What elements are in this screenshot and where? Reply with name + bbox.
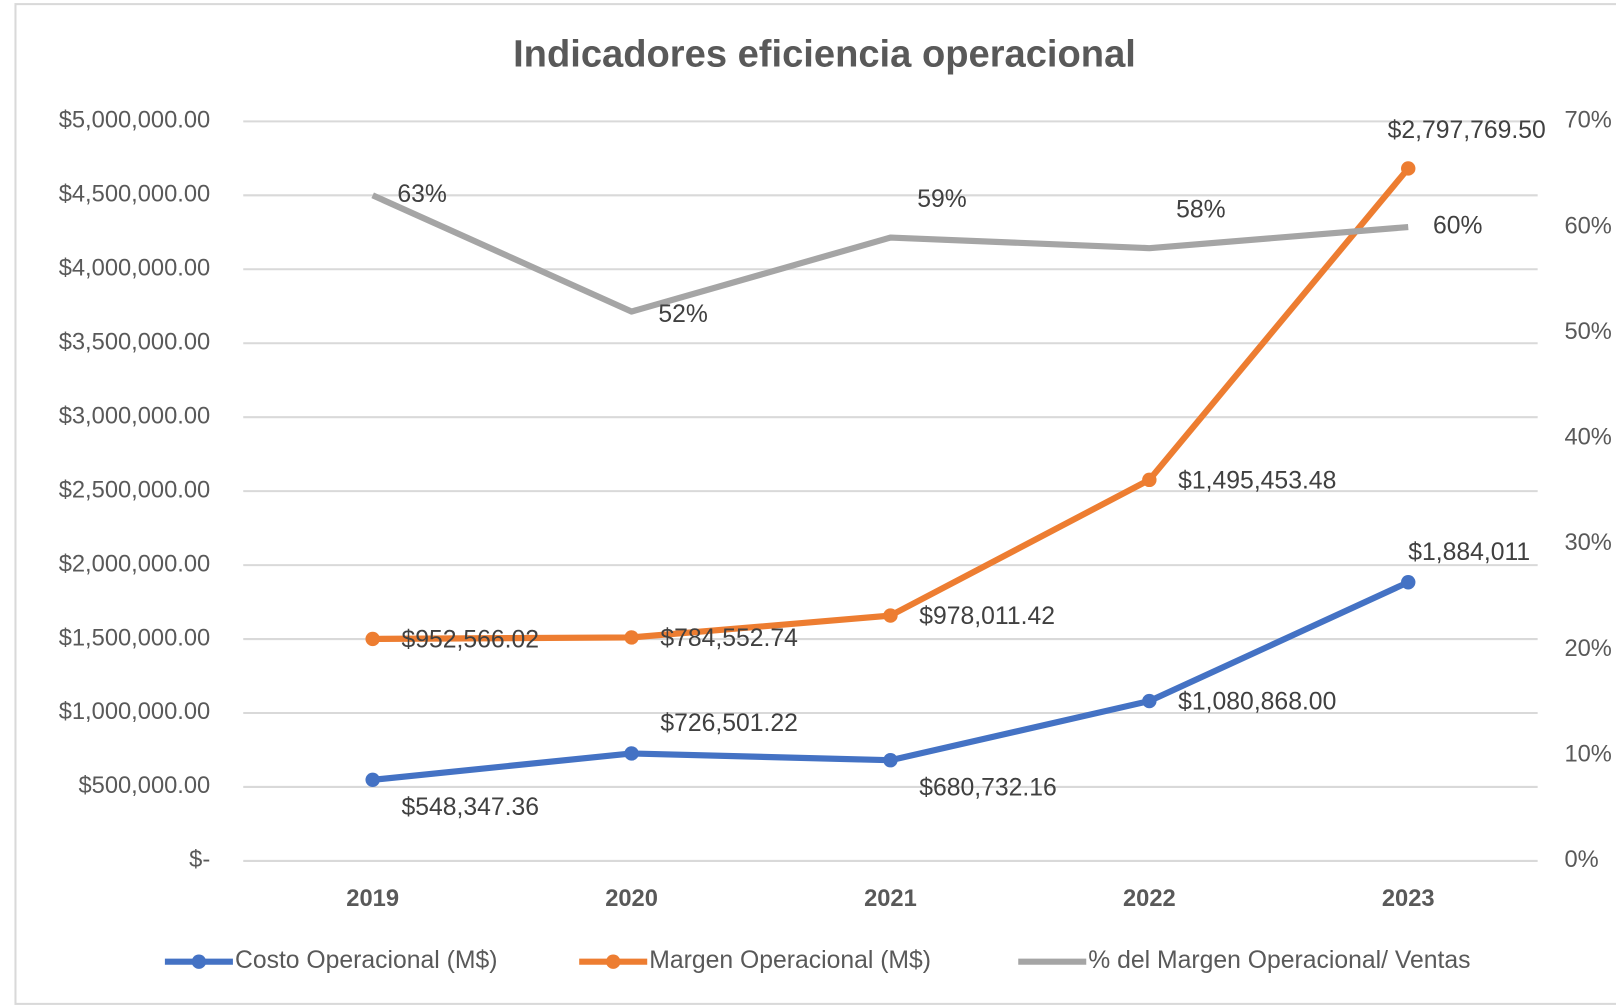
y-tick-label: $3,500,000.00: [59, 329, 211, 355]
legend-label: Margen Operacional (M$): [649, 947, 931, 974]
y2-tick-label: 60%: [1564, 213, 1611, 239]
x-tick-label: 2021: [864, 886, 917, 912]
y-tick-label: $-: [189, 847, 210, 873]
y2-tick-label: 70%: [1564, 108, 1611, 134]
marker: [1142, 472, 1157, 488]
y-tick-label: $4,000,000.00: [59, 256, 211, 282]
y2-tick-label: 40%: [1564, 425, 1611, 451]
y2-tick-label: 10%: [1564, 742, 1611, 768]
data-label: $978,011.42: [919, 603, 1055, 630]
data-label: 52%: [658, 301, 708, 328]
y-tick-label: $2,500,000.00: [59, 477, 211, 503]
data-label: 60%: [1433, 213, 1483, 240]
data-label: $1,884,011: [1408, 539, 1530, 566]
marker: [624, 630, 639, 645]
data-label: $952,566.02: [402, 627, 540, 654]
y-tick-label: $500,000.00: [78, 773, 210, 799]
y-tick-label: $3,000,000.00: [59, 403, 211, 429]
series-line: [371, 192, 1409, 315]
y2-tick-label: 20%: [1564, 636, 1611, 662]
data-label: $1,495,453.48: [1178, 467, 1336, 494]
marker: [365, 631, 380, 647]
data-label: $680,732.16: [919, 775, 1057, 802]
marker: [365, 772, 380, 788]
y-tick-label: $1,500,000.00: [59, 625, 211, 651]
marker: [1142, 693, 1157, 709]
y2-tick-label: 30%: [1564, 530, 1611, 556]
data-label: 59%: [917, 186, 967, 213]
y-tick-label: $5,000,000.00: [59, 108, 211, 134]
marker: [624, 746, 639, 761]
data-label: $548,347.36: [402, 794, 540, 821]
legend-label: % del Margen Operacional/ Ventas: [1088, 947, 1470, 974]
y2-tick-label: 0%: [1564, 847, 1598, 873]
y-tick-label: $4,500,000.00: [59, 182, 211, 208]
data-label: $1,080,868.00: [1178, 689, 1336, 716]
marker: [883, 753, 898, 768]
x-tick-label: 2023: [1382, 886, 1435, 912]
legend-marker: [191, 954, 207, 969]
marker: [883, 608, 898, 623]
y2-tick-label: 50%: [1564, 319, 1611, 345]
x-tick-label: 2019: [346, 886, 399, 912]
y-tick-label: $1,000,000.00: [59, 699, 211, 725]
data-label: $2,797,769.50: [1388, 117, 1546, 144]
legend-marker: [606, 954, 621, 969]
chart-title: Indicadores eficiencia operacional: [513, 34, 1136, 76]
data-label: 58%: [1176, 197, 1226, 224]
data-label: $784,552.74: [660, 625, 798, 652]
chart-border: [14, 3, 1616, 1005]
x-tick-label: 2022: [1123, 886, 1176, 912]
data-label: 63%: [397, 181, 447, 208]
x-tick-label: 2020: [605, 886, 658, 912]
marker: [1401, 161, 1416, 176]
legend-label: Costo Operacional (M$): [235, 947, 497, 974]
marker: [1401, 575, 1416, 590]
y-tick-label: $2,000,000.00: [59, 551, 211, 577]
data-label: $726,501.22: [660, 710, 798, 737]
